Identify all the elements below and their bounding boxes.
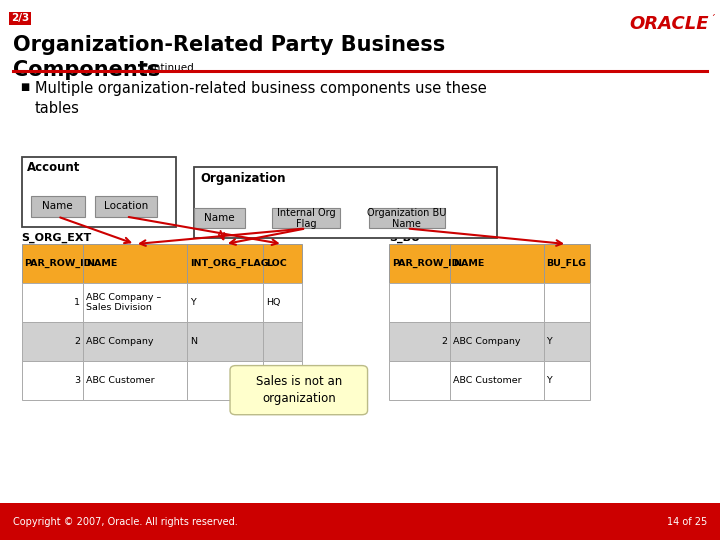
- Bar: [22, 322, 83, 361]
- Text: LOC: LOC: [266, 259, 287, 268]
- Bar: [450, 283, 544, 322]
- Text: 2: 2: [441, 337, 447, 346]
- Bar: [263, 244, 302, 283]
- Text: ABC Company –
Sales Division: ABC Company – Sales Division: [86, 293, 161, 312]
- Bar: [389, 322, 450, 361]
- FancyBboxPatch shape: [194, 167, 497, 238]
- Bar: [187, 322, 263, 361]
- Text: ABC Company: ABC Company: [453, 337, 521, 346]
- Text: Y: Y: [546, 376, 552, 384]
- Text: 1: 1: [74, 298, 80, 307]
- Bar: [450, 361, 544, 400]
- Text: S_BU: S_BU: [389, 233, 420, 243]
- Text: Copyright © 2007, Oracle. All rights reserved.: Copyright © 2007, Oracle. All rights res…: [13, 517, 238, 526]
- Text: 3: 3: [73, 376, 80, 384]
- Bar: [450, 244, 544, 283]
- Text: NAME: NAME: [86, 259, 117, 268]
- FancyBboxPatch shape: [22, 157, 176, 227]
- Text: Organization-Related Party Business: Organization-Related Party Business: [13, 35, 445, 55]
- Bar: [389, 361, 450, 400]
- Bar: [389, 244, 450, 283]
- Bar: [0, 503, 720, 540]
- Text: Organization BU
Name: Organization BU Name: [367, 208, 446, 228]
- FancyBboxPatch shape: [95, 196, 156, 217]
- Text: Sales is not an
organization: Sales is not an organization: [256, 375, 342, 405]
- FancyBboxPatch shape: [272, 208, 341, 228]
- Bar: [83, 322, 187, 361]
- Text: Name: Name: [204, 213, 235, 223]
- Bar: [544, 283, 590, 322]
- Text: ABC Company: ABC Company: [86, 337, 153, 346]
- Text: NAME: NAME: [453, 259, 485, 268]
- Bar: [544, 322, 590, 361]
- Bar: [389, 283, 450, 322]
- Text: PAR_ROW_ID: PAR_ROW_ID: [392, 259, 459, 268]
- Bar: [83, 283, 187, 322]
- Text: ABC Customer: ABC Customer: [86, 376, 154, 384]
- Text: Internal Org
Flag: Internal Org Flag: [276, 208, 336, 228]
- Bar: [22, 283, 83, 322]
- FancyBboxPatch shape: [194, 208, 245, 228]
- Text: Y: Y: [190, 298, 196, 307]
- Bar: [263, 283, 302, 322]
- Text: 2/3: 2/3: [11, 14, 29, 24]
- Text: BU_FLG: BU_FLG: [546, 259, 587, 268]
- Bar: [544, 361, 590, 400]
- Text: Account: Account: [27, 161, 81, 174]
- Text: Name: Name: [42, 201, 73, 211]
- Text: HQ: HQ: [266, 298, 280, 307]
- FancyBboxPatch shape: [230, 366, 367, 415]
- Bar: [83, 361, 187, 400]
- Bar: [544, 244, 590, 283]
- Text: INT_ORG_FLAG: INT_ORG_FLAG: [190, 259, 269, 268]
- Text: Y: Y: [546, 337, 552, 346]
- FancyBboxPatch shape: [30, 196, 85, 217]
- Bar: [22, 244, 83, 283]
- Bar: [263, 361, 302, 400]
- Bar: [263, 322, 302, 361]
- FancyBboxPatch shape: [369, 208, 444, 228]
- Text: Components: Components: [13, 60, 161, 80]
- Bar: [187, 283, 263, 322]
- Text: PAR_ROW_ID: PAR_ROW_ID: [24, 259, 92, 268]
- Text: Location: Location: [104, 201, 148, 211]
- Text: N: N: [190, 337, 197, 346]
- Text: Multiple organization-related business components use these
tables: Multiple organization-related business c…: [35, 81, 486, 117]
- Text: S_ORG_EXT: S_ORG_EXT: [22, 233, 92, 243]
- Bar: [83, 244, 187, 283]
- Text: ORACLE: ORACLE: [630, 15, 709, 33]
- Text: Organization: Organization: [200, 172, 286, 185]
- Text: Continued: Continued: [140, 63, 194, 73]
- Text: 2: 2: [74, 337, 80, 346]
- Text: ´: ´: [711, 15, 716, 25]
- Bar: [22, 361, 83, 400]
- Bar: [187, 361, 263, 400]
- Text: 14 of 25: 14 of 25: [667, 517, 707, 526]
- Bar: [450, 322, 544, 361]
- Text: ■: ■: [20, 82, 30, 92]
- Bar: [187, 244, 263, 283]
- Text: ABC Customer: ABC Customer: [453, 376, 521, 384]
